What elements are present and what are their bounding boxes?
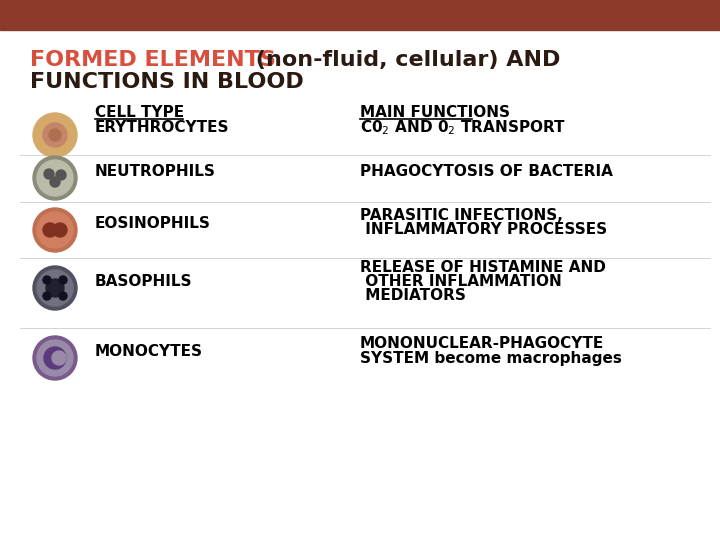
Text: FUNCTIONS IN BLOOD: FUNCTIONS IN BLOOD [30,72,304,92]
Circle shape [44,169,54,179]
Circle shape [43,223,57,237]
Bar [0,0,720,30]
Circle shape [53,223,67,237]
Text: CELL TYPE: CELL TYPE [95,105,184,120]
Circle shape [43,123,67,147]
Circle shape [33,208,77,252]
Circle shape [33,266,77,310]
Text: PARASITIC INFECTIONS,: PARASITIC INFECTIONS, [360,208,563,224]
Circle shape [33,156,77,200]
Text: RELEASE OF HISTAMINE AND: RELEASE OF HISTAMINE AND [360,260,606,274]
Text: MONONUCLEAR-PHAGOCYTE: MONONUCLEAR-PHAGOCYTE [360,336,604,352]
Circle shape [44,347,66,369]
Circle shape [43,276,51,284]
Circle shape [49,129,61,141]
Circle shape [59,292,67,300]
Text: PHAGOCYTOSIS OF BACTERIA: PHAGOCYTOSIS OF BACTERIA [360,164,613,179]
Circle shape [33,113,77,157]
Text: SYSTEM become macrophages: SYSTEM become macrophages [360,350,622,366]
Circle shape [52,351,66,365]
Text: FORMED ELEMENTS: FORMED ELEMENTS [30,50,276,70]
Text: MEDIATORS: MEDIATORS [360,287,466,302]
Text: MONOCYTES: MONOCYTES [95,343,203,359]
Circle shape [37,160,73,196]
Text: BASOPHILS: BASOPHILS [95,273,192,288]
Circle shape [33,336,77,380]
Circle shape [37,270,73,306]
Text: OTHER INFLAMMATION: OTHER INFLAMMATION [360,273,562,288]
Text: INFLAMMATORY PROCESSES: INFLAMMATORY PROCESSES [360,222,607,238]
Text: MAIN FUNCTIONS: MAIN FUNCTIONS [360,105,510,120]
Text: C0$_2$ AND 0$_2$ TRANSPORT: C0$_2$ AND 0$_2$ TRANSPORT [360,119,567,137]
Circle shape [50,177,60,187]
Circle shape [59,276,67,284]
Text: EOSINOPHILS: EOSINOPHILS [95,215,211,231]
Text: ERYTHROCYTES: ERYTHROCYTES [95,120,230,136]
Text: (non-fluid, cellular) AND: (non-fluid, cellular) AND [248,50,560,70]
Circle shape [46,279,64,297]
Circle shape [56,170,66,180]
Circle shape [37,340,73,376]
Circle shape [37,212,73,248]
Circle shape [43,292,51,300]
Text: NEUTROPHILS: NEUTROPHILS [95,164,216,179]
